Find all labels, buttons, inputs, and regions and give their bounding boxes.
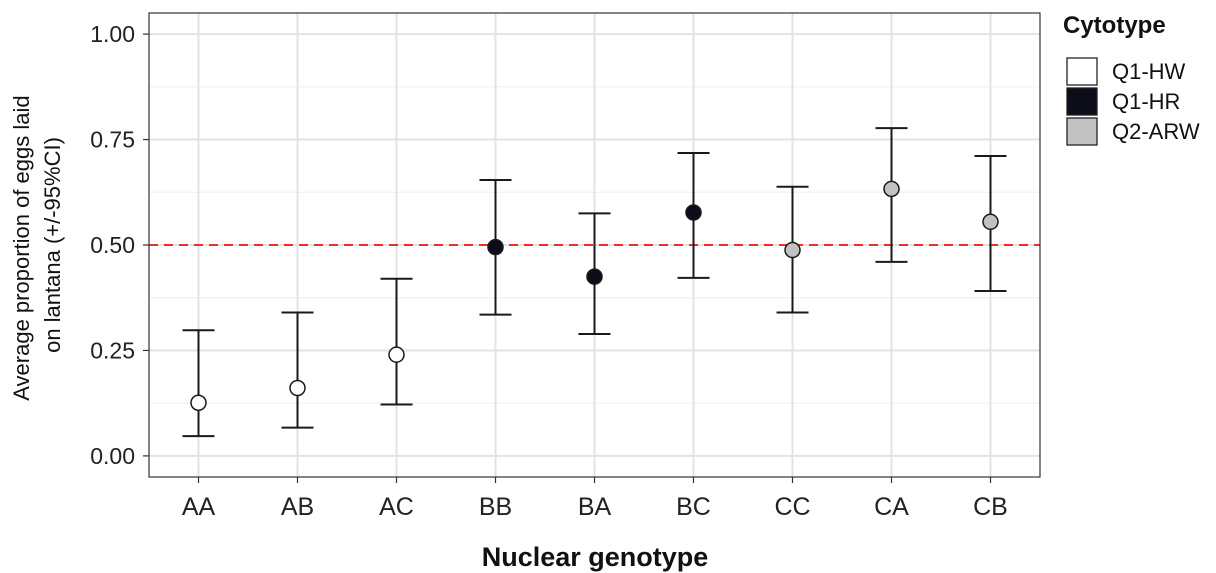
data-point xyxy=(784,241,801,259)
legend-title: Cytotype xyxy=(1063,12,1166,39)
y-tick-label: 0.75 xyxy=(90,127,135,153)
data-point xyxy=(289,379,306,397)
x-tick-label: BB xyxy=(479,493,512,521)
y-tick-label: 1.00 xyxy=(90,21,135,47)
error-bar xyxy=(380,277,413,406)
data-point xyxy=(586,268,603,285)
data-point xyxy=(487,238,504,256)
y-axis-title-line-1: Average proportion of eggs laid xyxy=(9,95,34,400)
legend-label: Q1-HW xyxy=(1112,59,1186,84)
legend-swatch xyxy=(1066,57,1098,86)
x-tick-label: AC xyxy=(379,493,414,521)
data-point xyxy=(883,180,900,198)
y-axis-title-line-2: on lantana (+/-95%CI) xyxy=(40,137,65,353)
x-tick-label: CB xyxy=(973,493,1008,521)
x-tick-label: AB xyxy=(281,493,314,521)
error-bar xyxy=(182,329,215,438)
axes: 0.00 0.25 0.50 0.75 1.00 AA AB AC BB BA BC CC CA CB xyxy=(90,21,1008,521)
legend-entries: Q1-HW Q1-HR Q2-ARW xyxy=(1066,57,1200,146)
x-tick-label: BC xyxy=(676,493,711,521)
data-point xyxy=(982,213,999,231)
x-tick-label: AA xyxy=(182,493,216,521)
data-points xyxy=(190,180,999,412)
legend: Cytotype Q1-HW Q1-HR Q2-ARW xyxy=(1063,12,1200,146)
legend-label: Q1-HR xyxy=(1112,89,1180,114)
y-axis-title: Average proportion of eggs laid on lanta… xyxy=(9,89,65,400)
y-tick-label: 0.25 xyxy=(90,337,135,363)
y-tick-label: 0.50 xyxy=(90,232,135,258)
legend-label: Q2-ARW xyxy=(1112,119,1200,144)
x-tick-label: CA xyxy=(874,493,909,521)
error-bar xyxy=(281,311,314,429)
data-point xyxy=(685,204,702,221)
error-bars xyxy=(182,127,1007,438)
data-point xyxy=(388,346,405,363)
legend-swatch xyxy=(1066,87,1098,116)
y-tick-label: 0.00 xyxy=(90,443,135,469)
x-axis-title: Nuclear genotype xyxy=(482,542,709,572)
legend-swatch xyxy=(1066,117,1098,146)
data-point xyxy=(190,394,207,412)
x-tick-label: BA xyxy=(578,493,612,521)
x-tick-label: CC xyxy=(774,493,810,521)
